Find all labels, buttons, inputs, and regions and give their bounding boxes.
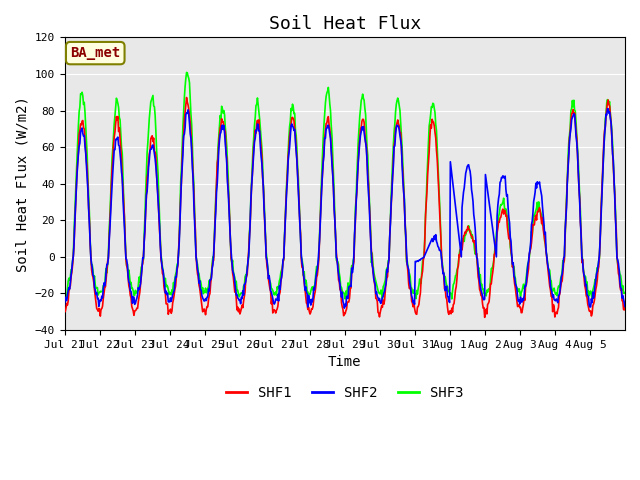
SHF3 [61, 289, 68, 295]
SHF2 [403, 262, 411, 267]
SHF2 [604, 106, 611, 111]
Line: SHF3: SHF3 [65, 72, 625, 300]
SHF3 [127, 281, 134, 287]
SHF3 [621, 289, 629, 295]
SHF2 [435, 244, 442, 250]
SHF3 [588, 297, 596, 302]
SHF1 [230, 281, 238, 287]
SHF2 [61, 301, 68, 307]
SHF1 [621, 303, 629, 309]
X-axis label: Time: Time [328, 355, 362, 369]
SHF3 [435, 177, 442, 183]
SHF2 [621, 304, 629, 310]
SHF2 [278, 269, 286, 275]
SHF1 [279, 259, 287, 265]
SHF2 [340, 305, 348, 311]
Y-axis label: Soil Heat Flux (W/m2): Soil Heat Flux (W/m2) [15, 96, 29, 272]
Title: Soil Heat Flux: Soil Heat Flux [269, 15, 421, 33]
SHF1 [127, 292, 134, 298]
SHF3 [230, 272, 238, 278]
SHF2 [127, 288, 134, 294]
Line: SHF2: SHF2 [65, 108, 625, 308]
Text: BA_met: BA_met [70, 46, 120, 60]
SHF1 [435, 186, 442, 192]
SHF3 [258, 144, 266, 150]
SHF1 [61, 308, 68, 313]
SHF2 [257, 154, 265, 159]
SHF1 [183, 95, 191, 100]
SHF1 [258, 153, 266, 159]
SHF3 [403, 258, 411, 264]
SHF3 [183, 70, 191, 75]
SHF1 [403, 263, 411, 268]
SHF1 [481, 314, 488, 320]
SHF3 [279, 258, 287, 264]
SHF2 [230, 270, 237, 276]
Legend: SHF1, SHF2, SHF3: SHF1, SHF2, SHF3 [220, 380, 469, 405]
Line: SHF1: SHF1 [65, 97, 625, 317]
